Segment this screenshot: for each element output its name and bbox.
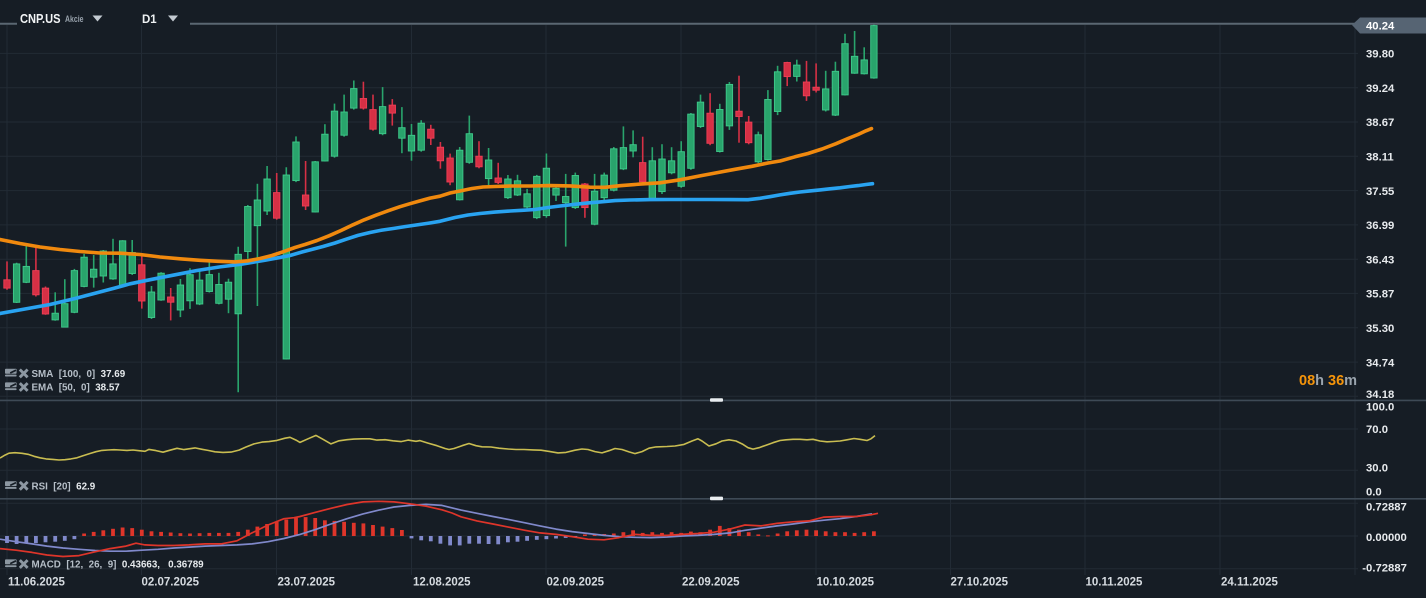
svg-text:38.67: 38.67 <box>1366 117 1394 129</box>
svg-text:27.10.2025: 27.10.2025 <box>951 577 1009 589</box>
svg-text:-0.72887: -0.72887 <box>1362 563 1407 575</box>
svg-text:40.24: 40.24 <box>1366 20 1395 32</box>
svg-text:10.10.2025: 10.10.2025 <box>817 577 875 589</box>
svg-text:100.0: 100.0 <box>1366 402 1394 414</box>
svg-text:70.0: 70.0 <box>1366 424 1388 436</box>
svg-text:08h 36m: 08h 36m <box>1299 373 1357 389</box>
svg-text:12.08.2025: 12.08.2025 <box>413 577 471 589</box>
svg-text:38.11: 38.11 <box>1366 152 1394 164</box>
svg-text:D1: D1 <box>142 14 157 26</box>
svg-text:Akcie: Akcie <box>65 14 84 24</box>
svg-text:39.24: 39.24 <box>1366 83 1395 95</box>
svg-text:30.0: 30.0 <box>1366 463 1388 475</box>
svg-text:02.07.2025: 02.07.2025 <box>142 577 200 589</box>
svg-text:0.00000: 0.00000 <box>1366 532 1407 544</box>
svg-text:CNP.US: CNP.US <box>20 12 61 26</box>
svg-text:0.72887: 0.72887 <box>1366 502 1407 514</box>
svg-text:22.09.2025: 22.09.2025 <box>682 577 740 589</box>
svg-text:SMA [100, 0] 37.69: SMA [100, 0] 37.69 <box>32 369 126 380</box>
svg-text:MACD [12, 26, 9] 0.43663,: MACD [12, 26, 9] 0.43663, 0.36789 <box>32 560 205 571</box>
svg-text:11.06.2025: 11.06.2025 <box>8 577 66 589</box>
svg-text:10.11.2025: 10.11.2025 <box>1086 577 1144 589</box>
svg-text:35.30: 35.30 <box>1366 323 1394 335</box>
svg-text:37.55: 37.55 <box>1366 186 1394 198</box>
svg-text:36.99: 36.99 <box>1366 220 1394 232</box>
svg-text:34.18: 34.18 <box>1366 389 1394 401</box>
svg-text:35.87: 35.87 <box>1366 289 1394 301</box>
svg-text:02.09.2025: 02.09.2025 <box>547 577 605 589</box>
svg-text:36.43: 36.43 <box>1366 254 1394 266</box>
svg-text:23.07.2025: 23.07.2025 <box>278 577 336 589</box>
svg-text:39.80: 39.80 <box>1366 49 1394 61</box>
svg-text:34.74: 34.74 <box>1366 357 1395 369</box>
svg-text:RSI [20] 62.9: RSI [20] 62.9 <box>32 481 96 492</box>
svg-text:24.11.2025: 24.11.2025 <box>1221 577 1279 589</box>
svg-text:0.0: 0.0 <box>1366 487 1382 499</box>
svg-text:EMA [50, 0] 38.57: EMA [50, 0] 38.57 <box>32 383 121 394</box>
